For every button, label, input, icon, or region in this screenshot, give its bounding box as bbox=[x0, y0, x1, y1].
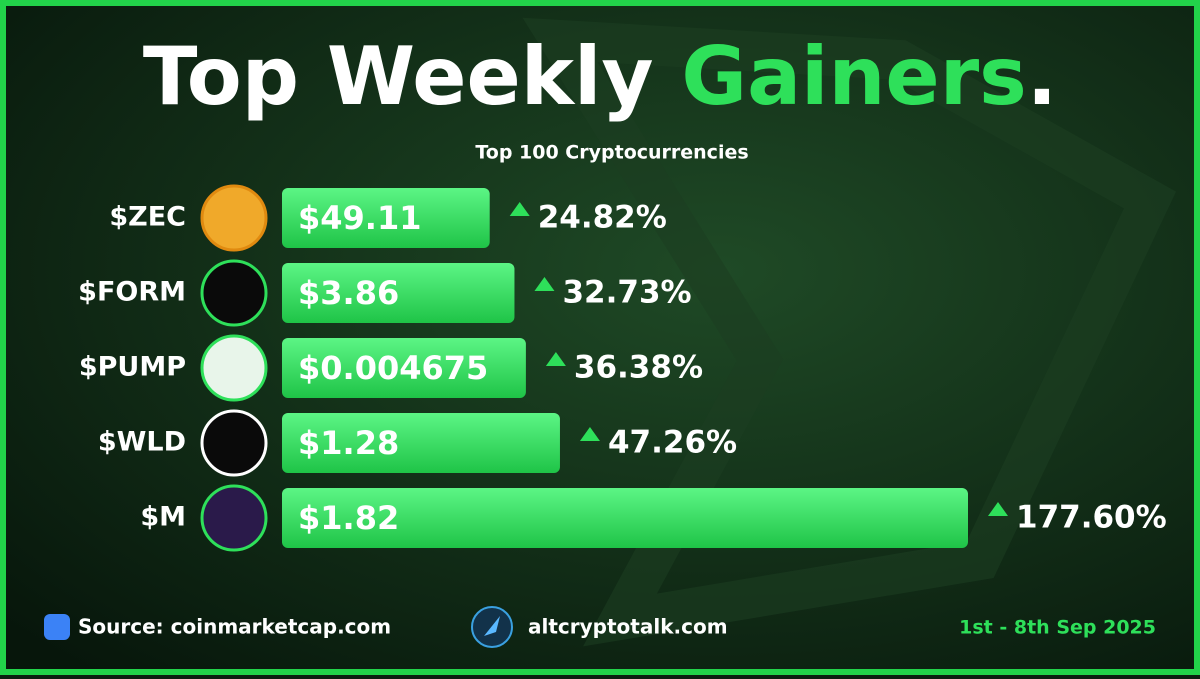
bar-label: $3.86 bbox=[298, 274, 399, 312]
bars: $ZEC $49.11 24.82% $FORM $3.86 32.73% $PUMP $0.… bbox=[78, 184, 1167, 552]
value-label: 24.82% bbox=[538, 200, 667, 236]
coin-icon bbox=[200, 409, 268, 477]
category-label: $ZEC bbox=[109, 202, 186, 233]
coin-icon bbox=[200, 484, 268, 552]
title-main: Top Weekly bbox=[143, 30, 654, 123]
chart-title: Top Weekly Gainers. bbox=[143, 30, 1057, 123]
up-arrow bbox=[545, 352, 566, 366]
category-label: $FORM bbox=[78, 277, 186, 308]
value-label: 47.26% bbox=[608, 425, 737, 461]
bar bbox=[282, 413, 560, 473]
category-label: $WLD bbox=[98, 427, 186, 458]
coin-icon bbox=[200, 259, 268, 327]
bar-label: $1.28 bbox=[298, 424, 399, 462]
value-label: 177.60% bbox=[1016, 500, 1167, 536]
up-arrow bbox=[534, 277, 555, 291]
site-icon-glyph bbox=[484, 616, 500, 636]
source-icon bbox=[44, 614, 70, 640]
subtitle: Top 100 Cryptocurrencies bbox=[475, 142, 748, 164]
coin-icon bbox=[200, 184, 268, 252]
category-label: $M bbox=[140, 502, 186, 533]
decor bbox=[522, 17, 1177, 647]
source: Source: coinmarketcap.com bbox=[78, 615, 391, 639]
bar-label: $49.11 bbox=[298, 199, 421, 237]
up-arrow bbox=[988, 502, 1008, 516]
value-label: 32.73% bbox=[562, 275, 691, 311]
bar bbox=[282, 338, 526, 398]
category-label: $PUMP bbox=[79, 352, 186, 383]
bar-label: $0.004675 bbox=[298, 349, 488, 387]
up-arrow bbox=[579, 427, 600, 441]
website: altcryptotalk.com bbox=[528, 615, 728, 639]
value-label: 36.38% bbox=[574, 350, 703, 386]
coin-icon bbox=[200, 334, 268, 402]
title-end: . bbox=[1027, 30, 1057, 123]
title-highlight: Gainers bbox=[681, 30, 1026, 123]
date-range: 1st - 8th Sep 2025 bbox=[959, 617, 1156, 639]
bar bbox=[282, 488, 968, 548]
bar bbox=[282, 263, 515, 323]
up-arrow bbox=[509, 202, 530, 216]
bar-label: $1.82 bbox=[298, 499, 399, 537]
bar bbox=[282, 188, 490, 248]
